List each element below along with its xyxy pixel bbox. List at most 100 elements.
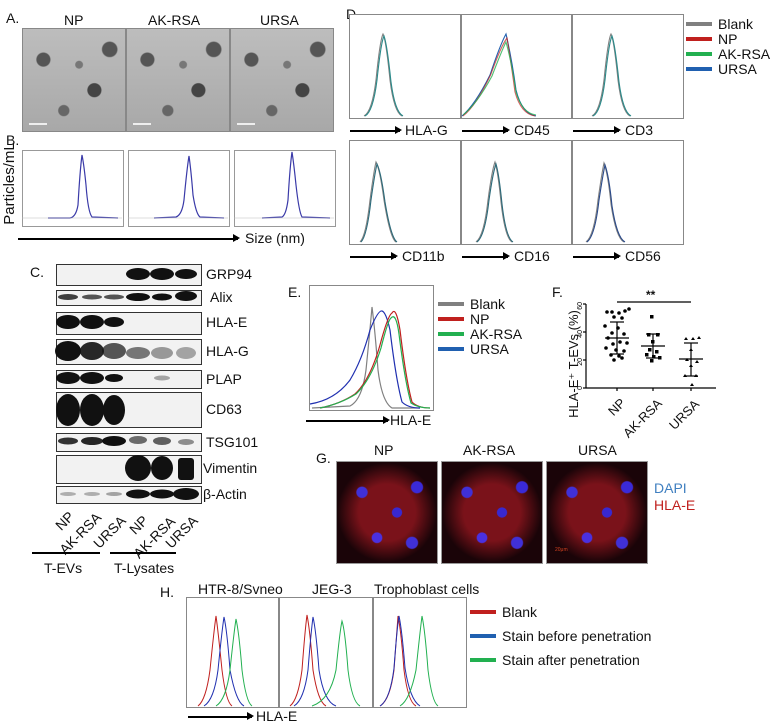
if-image-np [336, 461, 438, 564]
group-line-tevs [32, 552, 100, 554]
hist-htr8 [186, 597, 279, 708]
marker-label-hlag: HLA-G [405, 122, 448, 138]
axis-arrow-h-hlae [188, 713, 254, 719]
panel-h-label: H. [160, 584, 174, 600]
panel-g-group-np: NP [374, 442, 394, 458]
protein-label-tsg101: TSG101 [206, 434, 259, 450]
tem-image-np [22, 28, 126, 132]
scale-bar [29, 123, 47, 125]
legend-swatch-icon [438, 316, 464, 321]
tem-image-ursa [230, 28, 334, 132]
legend-swatch-icon [686, 21, 712, 26]
hist-hlag [349, 14, 461, 119]
tem-image-akrsa [126, 28, 230, 132]
e-xlabel: HLA-E [390, 412, 432, 428]
legend-label: Stain after penetration [502, 652, 640, 668]
legend-item-ursa: URSA [686, 60, 770, 77]
marker-label-cd56: CD56 [625, 248, 661, 264]
legend-swatch-icon [438, 346, 464, 351]
hist-cd16 [461, 140, 572, 245]
legend-label: URSA [470, 340, 509, 357]
marker-label-cd16: CD16 [514, 248, 550, 264]
hist-cd11b [349, 140, 461, 245]
svg-text:0: 0 [577, 386, 584, 390]
protein-label-cd63: CD63 [206, 401, 242, 417]
legend-item-akrsa: AK-RSA [438, 326, 522, 342]
significance-marker: ** [646, 288, 656, 302]
svg-text:20: 20 [577, 358, 584, 366]
panel-d-legend: Blank NP AK-RSA URSA [686, 15, 771, 77]
legend-swatch-icon [686, 51, 712, 56]
panel-g-label: G. [316, 450, 331, 466]
panel-g-group-ursa: URSA [578, 442, 617, 458]
if-scale-bar: 20μm [555, 547, 568, 553]
svg-text:60: 60 [577, 302, 584, 310]
axis-arrow-hlae [306, 417, 390, 423]
protein-label-hlag: HLA-G [206, 343, 249, 359]
panel-a-group-akrsa: AK-RSA [148, 12, 201, 28]
hist-cd56 [572, 140, 684, 245]
legend-item-after: Stain after penetration [470, 648, 651, 672]
axis-arrow-cd3 [573, 127, 621, 133]
panel-a-group-np: NP [64, 12, 84, 28]
axis-arrow-cd16 [462, 253, 510, 259]
protein-label-grp94: GRP94 [206, 266, 252, 282]
legend-hlae: HLA-E [654, 497, 696, 513]
hist-cd3 [572, 14, 684, 119]
blot-cd63 [56, 392, 202, 428]
panel-h-legend: Blank Stain before penetration Stain aft… [470, 600, 651, 672]
axis-arrow-hlag [350, 127, 402, 133]
legend-swatch-icon [470, 658, 496, 662]
panel-a-label: A. [6, 10, 20, 26]
group-line-tlysates [110, 552, 176, 554]
legend-item-np: NP [686, 30, 770, 47]
marker-label-cd45: CD45 [514, 122, 550, 138]
axis-arrow-cd11b [350, 253, 398, 259]
hist-jeg3 [279, 597, 373, 708]
legend-label: NP [718, 30, 738, 47]
protein-label-alix: Alix [210, 289, 233, 305]
scale-bar [237, 123, 255, 125]
if-image-akrsa [441, 461, 543, 564]
protein-label-vimentin: Vimentin [203, 460, 258, 476]
cell-label-jeg3: JEG-3 [312, 581, 352, 597]
legend-label: Blank [718, 15, 754, 32]
axis-arrow-cd56 [573, 253, 621, 259]
legend-label: Blank [502, 604, 538, 620]
legend-swatch-icon [470, 634, 496, 638]
protein-label-bactin: β-Actin [203, 486, 247, 502]
marker-label-cd11b: CD11b [402, 248, 445, 264]
protein-label-plap: PLAP [206, 371, 242, 387]
panel-a-group-ursa: URSA [260, 12, 299, 28]
legend-swatch-icon [438, 331, 464, 336]
nta-plot-np [22, 150, 124, 227]
panel-g-group-akrsa: AK-RSA [463, 442, 516, 458]
protein-label-hlae: HLA-E [206, 314, 248, 330]
nta-xlabel: Size (nm) [245, 230, 305, 246]
cell-label-htr8: HTR-8/Svneo [198, 581, 283, 597]
legend-label: Stain before penetration [502, 628, 652, 644]
legend-swatch-icon [686, 36, 712, 41]
hist-hlae [309, 285, 434, 411]
hist-cd45 [461, 14, 572, 119]
legend-item-np: NP [438, 311, 522, 327]
legend-label: URSA [718, 60, 757, 77]
legend-swatch-icon [686, 66, 712, 71]
hist-trophoblast [373, 597, 467, 708]
cell-label-trophoblast: Trophoblast cells [374, 581, 480, 597]
legend-label: Blank [470, 295, 506, 312]
legend-item-blank: Blank [470, 600, 651, 624]
legend-item-before: Stain before penetration [470, 624, 651, 648]
legend-dapi: DAPI [654, 480, 687, 496]
panel-e-label: E. [288, 284, 302, 300]
panel-c-label: C. [30, 264, 44, 280]
panel-b-label: B. [6, 132, 20, 148]
marker-label-cd3: CD3 [625, 122, 654, 138]
legend-label: AK-RSA [718, 45, 771, 62]
legend-item-blank: Blank [438, 295, 522, 312]
